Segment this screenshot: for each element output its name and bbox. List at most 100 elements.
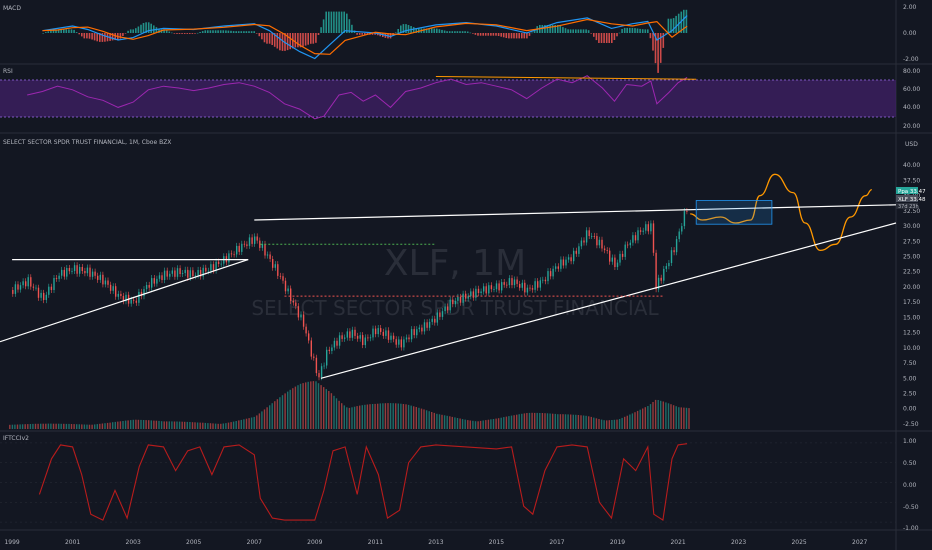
volume-bar xyxy=(173,421,176,429)
volume-bar xyxy=(253,416,255,429)
volume-bar xyxy=(150,420,152,429)
candle-body xyxy=(153,278,155,284)
candle-body xyxy=(457,296,459,301)
annotation-layer[interactable] xyxy=(0,200,897,379)
price-tick: 15.00 xyxy=(903,314,920,321)
support-trendline-early[interactable] xyxy=(0,259,249,343)
candle-body xyxy=(212,264,215,271)
volume-bar xyxy=(387,403,389,429)
macd-histogram-bar xyxy=(199,32,201,33)
volume-bar xyxy=(24,424,26,429)
macd-histogram-bar xyxy=(204,30,207,33)
volume-bar xyxy=(665,402,667,429)
macd-histogram-bar xyxy=(510,33,513,39)
candle-body xyxy=(475,288,477,298)
candle-body xyxy=(143,289,145,297)
macd-histogram-bar xyxy=(333,11,335,33)
macd-histogram-bar xyxy=(42,33,44,34)
candle-body xyxy=(511,278,513,286)
volume-bar xyxy=(274,401,276,429)
price-layer xyxy=(12,173,872,381)
candle-body xyxy=(148,285,150,288)
candle-body xyxy=(423,322,426,332)
volume-bar xyxy=(667,403,670,429)
macd-histogram-bar xyxy=(551,25,554,33)
volume-bar xyxy=(356,406,358,429)
volume-bar xyxy=(559,414,562,429)
volume-bar xyxy=(163,421,165,429)
candle-body xyxy=(238,245,240,252)
candle-body xyxy=(483,286,485,292)
volume-bar xyxy=(377,403,379,429)
support-trendline-late[interactable] xyxy=(320,222,897,379)
volume-bar xyxy=(181,421,183,429)
volume-bar xyxy=(603,420,605,429)
macd-histogram-bar xyxy=(605,33,608,43)
candle-body xyxy=(392,335,395,340)
macd-histogram-bar xyxy=(400,25,402,33)
candle-body xyxy=(79,267,81,274)
volume-bar xyxy=(245,418,248,429)
macd-histogram-bar xyxy=(389,33,392,39)
macd-histogram-bar xyxy=(428,28,430,33)
volume-bar xyxy=(47,423,50,429)
macd-label: MACD xyxy=(3,5,21,12)
candle-body xyxy=(362,335,364,345)
candle-body xyxy=(37,287,40,298)
time-tick: 2019 xyxy=(610,539,625,546)
volume-bar xyxy=(593,417,595,429)
volume-bar xyxy=(364,404,366,429)
candle-body xyxy=(300,314,302,318)
macd-histogram-bar xyxy=(279,33,281,51)
macd-histogram-bar xyxy=(441,29,443,33)
volume-bar xyxy=(191,422,194,429)
candle-body xyxy=(30,277,32,287)
macd-histogram-bar xyxy=(114,33,116,41)
price-tag: 37d 23h xyxy=(898,204,919,210)
macd-histogram-bar xyxy=(163,29,165,33)
volume-bar xyxy=(441,414,443,429)
volume-bar xyxy=(469,420,471,429)
volume-bar xyxy=(194,422,196,429)
candle-body xyxy=(220,263,222,265)
volume-bar xyxy=(660,400,662,429)
candle-body xyxy=(627,244,629,246)
macd-histogram-bar xyxy=(433,28,436,33)
volume-bar xyxy=(534,412,536,429)
candle-body xyxy=(251,237,253,244)
candle-body xyxy=(76,265,78,274)
candle-body xyxy=(390,335,392,340)
candle-body xyxy=(557,266,559,269)
candle-body xyxy=(163,270,166,280)
macd-histogram-bar xyxy=(266,33,268,44)
candle-body xyxy=(513,279,516,286)
macd-histogram-bar xyxy=(544,25,546,33)
macd-histogram-bar xyxy=(129,29,132,33)
target-box[interactable] xyxy=(695,200,773,225)
volume-bar xyxy=(19,424,21,429)
iftcc-label: IFTCCIv2 xyxy=(3,435,29,442)
volume-bar xyxy=(449,416,451,429)
candle-body xyxy=(403,339,405,348)
volume-bar xyxy=(423,409,425,429)
volume-bar xyxy=(392,403,394,429)
candle-body xyxy=(359,335,361,339)
macd-histogram-bar xyxy=(317,33,320,35)
macd-histogram-bar xyxy=(276,33,279,49)
volume-bar xyxy=(580,415,582,429)
time-tick: 2013 xyxy=(428,539,443,546)
macd-histogram-bar xyxy=(240,31,243,33)
volume-bar xyxy=(9,424,11,429)
macd-histogram-bar xyxy=(407,25,410,33)
volume-bar xyxy=(595,418,598,429)
volume-bar xyxy=(263,409,266,429)
candle-body xyxy=(416,329,418,336)
candle-body xyxy=(521,282,523,288)
resistance-trendline[interactable] xyxy=(254,204,897,221)
macd-histogram-bar xyxy=(451,31,454,33)
rsi-layer xyxy=(27,75,697,120)
time-tick: 2005 xyxy=(186,539,201,546)
iftcc-tick: -0.50 xyxy=(903,504,919,511)
